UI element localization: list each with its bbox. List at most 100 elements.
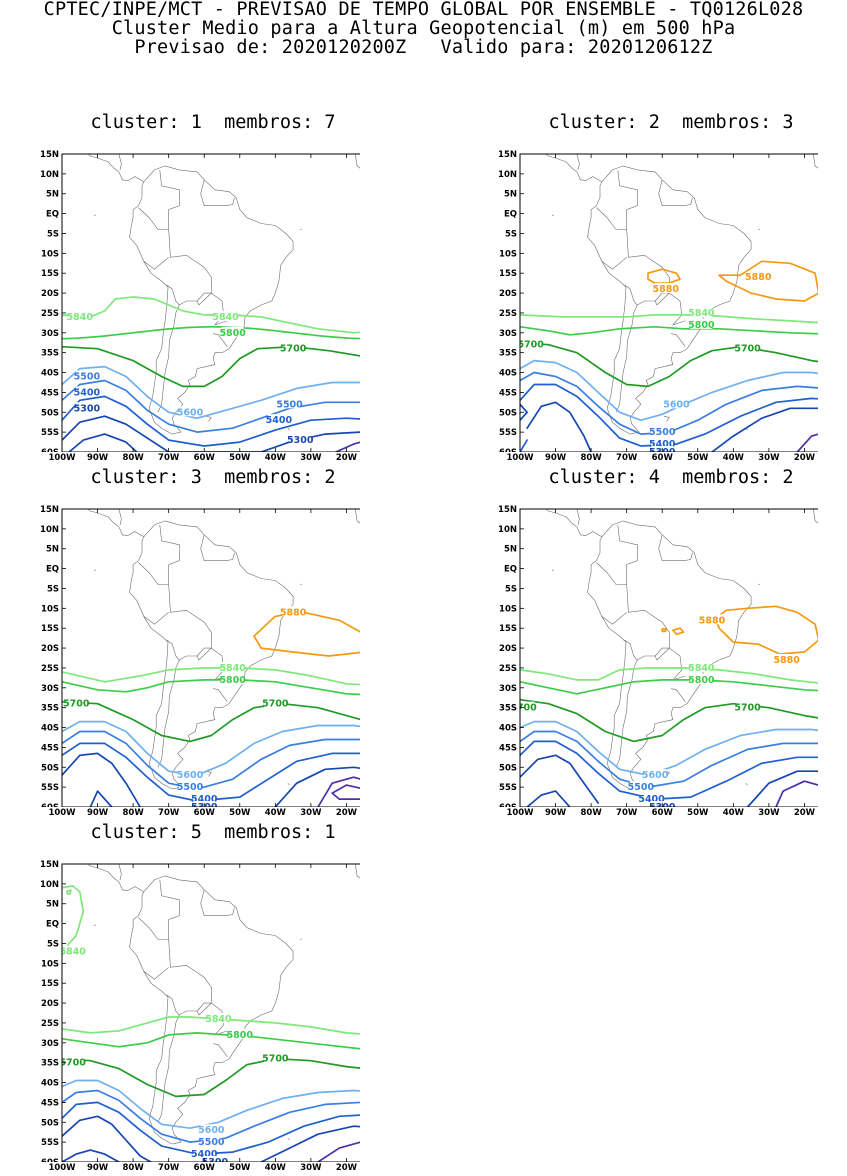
lon-label: 20W — [336, 1163, 358, 1173]
lat-label: 5N — [504, 545, 517, 555]
lat-label: 45S — [499, 743, 517, 753]
lat-label: 15S — [41, 979, 59, 989]
lon-label: 50W — [687, 453, 709, 463]
lon-label: 100W — [506, 453, 534, 463]
lat-label: 55S — [41, 1138, 59, 1148]
contour-line — [797, 432, 818, 452]
contour-line — [527, 791, 570, 807]
contour-label: 5700 — [280, 344, 307, 355]
coastline-mexico — [62, 844, 121, 880]
contour-line — [520, 680, 818, 694]
contour-line — [332, 785, 360, 799]
contour-label: 5300 — [287, 435, 314, 446]
lon-label: 60W — [194, 453, 216, 463]
contour-label: 5840 — [59, 946, 86, 957]
lon-label: 40W — [265, 1163, 287, 1173]
contour-label: 5500 — [628, 782, 655, 793]
contour-label: 5500 — [649, 427, 676, 438]
lat-label: 10N — [40, 525, 59, 535]
lon-label: 90W — [87, 1163, 109, 1173]
coastline-africa — [355, 154, 360, 190]
lat-label: 55S — [499, 783, 517, 793]
lon-label: 30W — [300, 808, 322, 818]
lat-label: 10N — [40, 880, 59, 890]
island — [206, 416, 211, 421]
lon-label: 90W — [87, 453, 109, 463]
cluster-4-map: 5880588058405800570057005600550054005300… — [458, 489, 818, 807]
contour-line — [716, 606, 818, 654]
lat-label: 50S — [41, 763, 59, 773]
header-line-2: Cluster Medio para a Altura Geopotencial… — [0, 19, 847, 38]
contour-label: 5700 — [734, 344, 761, 355]
coastline-mexico — [62, 134, 121, 170]
lat-label: 20S — [499, 644, 517, 654]
cluster-5-title: cluster: 5 membros: 1 — [48, 822, 378, 844]
lat-label: 50S — [499, 763, 517, 773]
contour-label: 5840 — [688, 663, 715, 674]
country-border — [213, 689, 227, 702]
plot-area: 584058405800570057005600550054005300 — [59, 844, 360, 1162]
coastline-south-america — [130, 166, 294, 434]
contour-line — [520, 327, 818, 335]
lat-label: 10N — [498, 170, 517, 180]
contour-line — [62, 1059, 360, 1097]
lon-label: 80W — [123, 1163, 145, 1173]
contour-line — [527, 402, 591, 452]
country-border — [671, 689, 685, 702]
header-line-1: CPTEC/INPE/MCT - PREVISAO DE TEMPO GLOBA… — [0, 0, 847, 19]
coastline-central-america — [62, 146, 144, 182]
country-border — [160, 525, 180, 585]
country-border — [637, 656, 655, 660]
lon-label: 40W — [723, 453, 745, 463]
country-border — [201, 535, 235, 561]
lon-label: 90W — [545, 453, 567, 463]
country-border — [201, 890, 235, 916]
country-border — [616, 230, 685, 325]
contour-label: 5880 — [773, 655, 800, 666]
country-border — [158, 640, 179, 767]
island — [552, 215, 554, 216]
contour-label: 5880 — [745, 272, 772, 283]
island — [94, 925, 96, 926]
contour-line — [62, 381, 360, 433]
island — [327, 856, 331, 858]
lat-label: EQ — [46, 920, 59, 930]
country-border — [179, 656, 197, 660]
contour-line — [62, 347, 360, 387]
island — [327, 146, 331, 148]
plot-area: 588058405800570057005600550054005300 — [62, 489, 360, 807]
lon-label: 60W — [194, 1163, 216, 1173]
contour-line — [62, 1150, 119, 1162]
lat-label: 15N — [498, 150, 517, 160]
lat-label: 10S — [41, 249, 59, 259]
coastline-africa — [355, 864, 360, 900]
contour-label: 5400 — [266, 415, 293, 426]
lat-label: 20S — [41, 289, 59, 299]
contour-line — [69, 434, 137, 452]
contour-label: 5800 — [688, 320, 715, 331]
lon-label: 30W — [758, 808, 780, 818]
cluster-2-title: cluster: 2 membros: 3 — [506, 112, 836, 134]
lat-label: 45S — [41, 388, 59, 398]
contour-line — [62, 668, 360, 686]
coastline-south-america — [130, 521, 294, 789]
contour-label: 5840 — [205, 1014, 232, 1025]
lat-label: 55S — [41, 428, 59, 438]
cluster-2-map: 5880588058405800570057005600550054005300… — [458, 134, 818, 452]
contour-line — [318, 1142, 360, 1162]
lon-label: 90W — [545, 808, 567, 818]
country-border — [138, 918, 158, 940]
country-border — [158, 585, 227, 680]
contour-line — [62, 1033, 360, 1051]
lon-label: 80W — [581, 808, 603, 818]
contour-label: 5840 — [688, 308, 715, 319]
lat-label: 5S — [47, 229, 59, 239]
lat-label: 40S — [499, 724, 517, 734]
